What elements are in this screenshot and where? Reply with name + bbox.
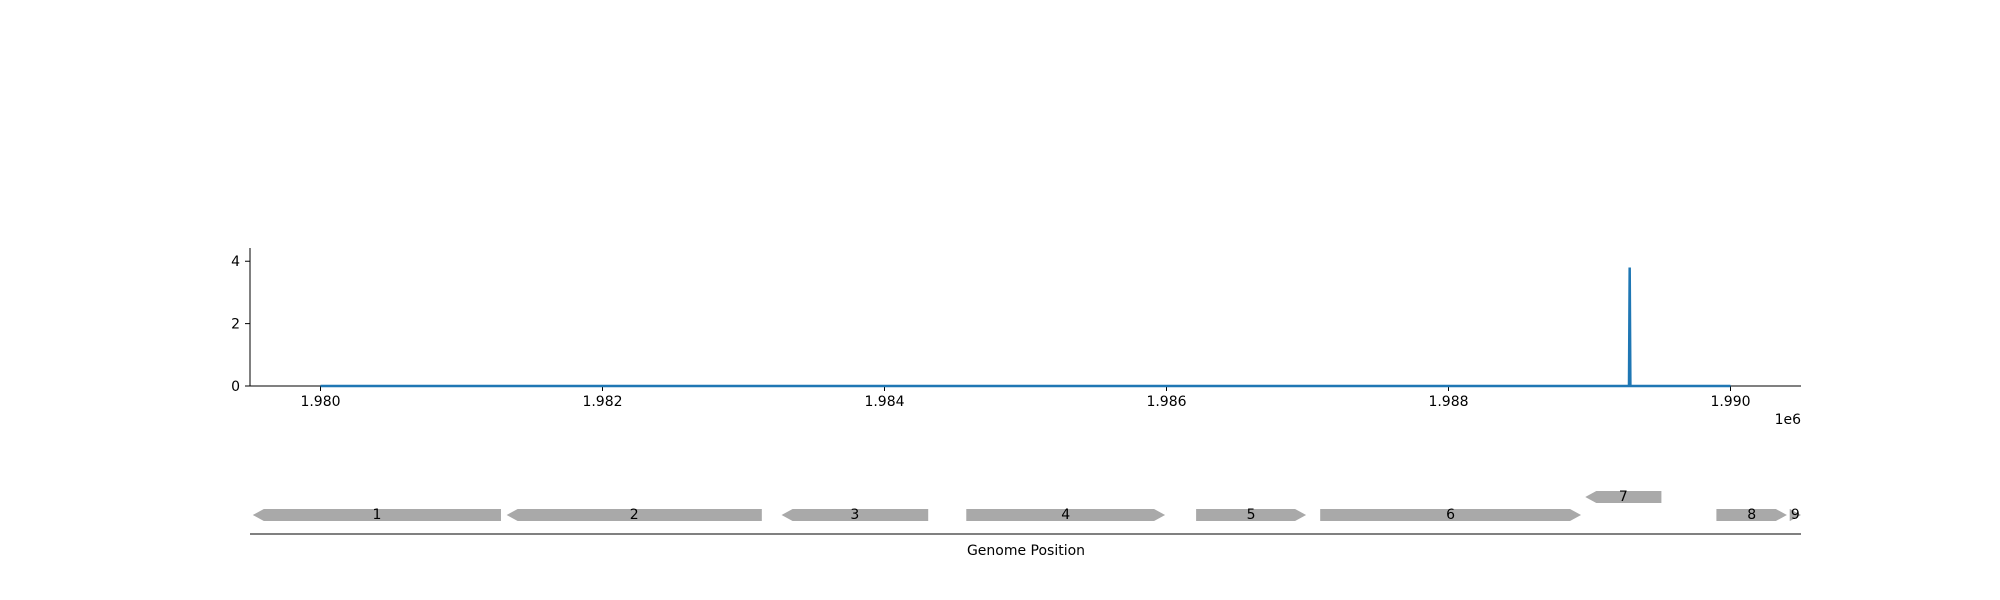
gene-arrow: [1320, 509, 1582, 521]
x-tick-label: 1.986: [1146, 394, 1186, 410]
coverage-y-ticks: 0 2 4: [231, 254, 250, 395]
gene-label: 9: [1791, 507, 1800, 523]
gene-arrow: [506, 509, 762, 521]
coverage-series: [320, 267, 1731, 388]
gene-track: 1 2 3 4 5 6 7 8 9 Genome Position: [250, 489, 1801, 559]
gene-arrow: [1196, 509, 1307, 521]
gene-label: 1: [372, 507, 381, 523]
y-tick-label: 0: [231, 379, 240, 395]
gene-arrow: [252, 509, 501, 521]
coverage-axes: 1.980 1.982 1.984 1.986 1.988 1.990 0 2 4 1e6: [231, 248, 1801, 428]
y-tick-label: 2: [231, 317, 240, 333]
coverage-line: [320, 267, 1731, 388]
x-offset-label: 1e6: [1775, 412, 1802, 428]
gene-label: 4: [1061, 507, 1070, 523]
gene-arrow: [1585, 491, 1662, 503]
coverage-x-ticks: 1.980 1.982 1.984 1.986 1.988 1.990: [300, 386, 1751, 410]
gene-label: 3: [850, 507, 859, 523]
x-tick-label: 1.988: [1428, 394, 1468, 410]
x-tick-label: 1.980: [300, 394, 340, 410]
gene-label: 6: [1446, 507, 1455, 523]
y-tick-label: 4: [231, 254, 240, 270]
gene-arrow: [1716, 509, 1787, 521]
gene-label: 8: [1747, 507, 1756, 523]
x-tick-label: 1.990: [1710, 394, 1750, 410]
x-tick-label: 1.984: [864, 394, 904, 410]
gene-label: 2: [630, 507, 639, 523]
gene-label: 5: [1247, 507, 1256, 523]
gene-label: 7: [1619, 489, 1628, 505]
gene-arrows: 1 2 3 4 5 6 7 8 9: [252, 489, 1801, 523]
gene-arrow: [1789, 509, 1801, 521]
gene-arrow: [781, 509, 929, 521]
gene-arrow: [966, 509, 1166, 521]
x-tick-label: 1.982: [582, 394, 622, 410]
gene-track-xlabel: Genome Position: [967, 543, 1085, 559]
